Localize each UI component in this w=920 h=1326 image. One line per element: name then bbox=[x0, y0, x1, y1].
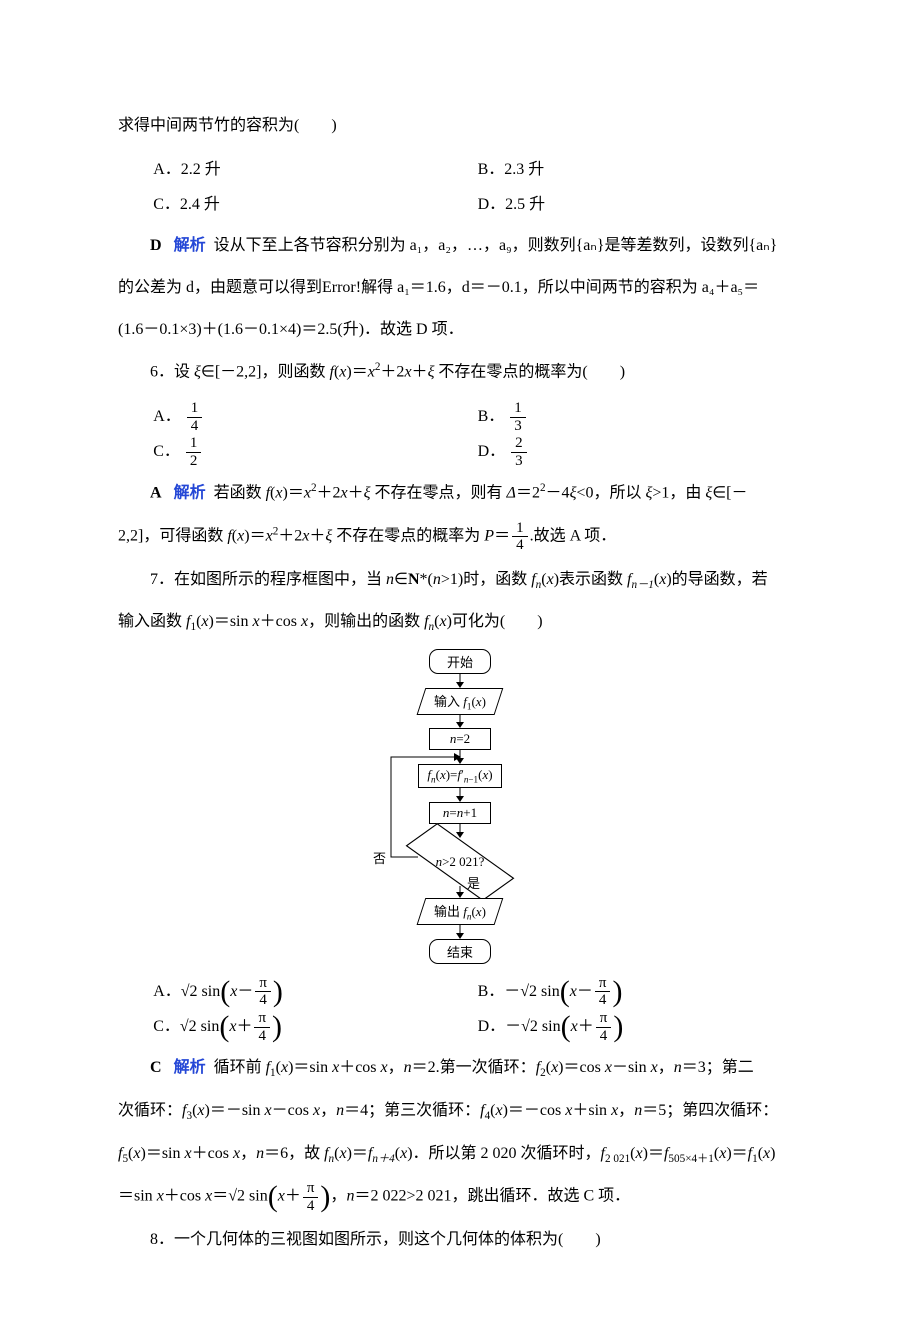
fc-output: 输出 fn(x) bbox=[417, 898, 504, 925]
choice-label: D． bbox=[478, 443, 506, 460]
q5-analysis-line1: D 解析 设从下至上各节容积分别为 a₁，a₂，…，a₉，则数列{aₙ}是等差数… bbox=[118, 230, 802, 262]
frac-num: 1 bbox=[187, 400, 203, 418]
q7-analysis-line2: 次循环：f3(x)＝－sin x－cos x，n＝4；第三次循环：f4(x)＝－… bbox=[118, 1095, 802, 1128]
frac-den: 4 bbox=[512, 537, 528, 554]
q5-choice-d: D．2.5 升 bbox=[478, 187, 802, 222]
q6-stem: 6．设 ξ∈[－2,2]，则函数 f(x)＝x2＋2x＋ξ 不存在零点的概率为(… bbox=[118, 356, 802, 388]
q7-choice-a: A．√2 sin(x－π4) bbox=[153, 974, 477, 1009]
q7-choice-b: B．－√2 sin(x－π4) bbox=[478, 974, 802, 1009]
q5-choice-a: A．2.2 升 bbox=[153, 152, 477, 187]
q5-choices: A．2.2 升 B．2.3 升 C．2.4 升 D．2.5 升 bbox=[118, 152, 802, 222]
fraction: 14 bbox=[512, 520, 528, 554]
choice-label: B． bbox=[478, 408, 505, 425]
q5-answer: D bbox=[150, 237, 162, 254]
frac-den: 2 bbox=[186, 453, 202, 470]
q7-flowchart: 开始 输入 f1(x) n=2 fn(x)=f′n−1(x) n=n+1 n>2… bbox=[375, 649, 545, 964]
q7-answer: C bbox=[150, 1059, 162, 1076]
frac-den: 3 bbox=[511, 453, 527, 470]
analysis-label: 解析 bbox=[174, 1059, 206, 1076]
frac-num: 1 bbox=[510, 400, 526, 418]
q6-choices: A． 1 4 B． 1 3 C． 1 2 D． 2 3 bbox=[118, 399, 802, 470]
fc-no-label: 否 bbox=[373, 848, 386, 867]
q5-analysis-a: 设从下至上各节容积分别为 a₁，a₂，…，a₉，则数列{aₙ}是等差数列，设数列… bbox=[214, 237, 778, 254]
text: .故选 A 项． bbox=[530, 527, 617, 544]
q5-choice-c: C．2.4 升 bbox=[153, 187, 477, 222]
frac-num: 2 bbox=[511, 435, 527, 453]
fc-deriv: fn(x)=f′n−1(x) bbox=[418, 764, 501, 788]
frac-den: 3 bbox=[510, 418, 526, 435]
fc-inc: n=n+1 bbox=[429, 802, 491, 824]
fc-yes-label: 是 bbox=[467, 873, 480, 892]
fc-start: 开始 bbox=[429, 649, 491, 674]
fc-end: 结束 bbox=[429, 939, 491, 964]
q7-choice-c: C．√2 sin(x＋π4) bbox=[153, 1009, 477, 1044]
q7-analysis-line1: C 解析 循环前 f1(x)＝sin x＋cos x，n＝2.第一次循环：f2(… bbox=[118, 1052, 802, 1085]
choice-label: A． bbox=[153, 408, 181, 425]
q8-stem: 8．一个几何体的三视图如图所示，则这个几何体的体积为( ) bbox=[118, 1224, 802, 1256]
q5-pretext: 求得中间两节竹的容积为( ) bbox=[118, 110, 802, 142]
q7-choice-d: D．－√2 sin(x＋π4) bbox=[478, 1009, 802, 1044]
frac-den: 4 bbox=[187, 418, 203, 435]
page: 求得中间两节竹的容积为( ) A．2.2 升 B．2.3 升 C．2.4 升 D… bbox=[0, 0, 920, 1326]
choice-label: C． bbox=[153, 443, 180, 460]
q6-analysis-line1: A 解析 若函数 f(x)＝x2＋2x＋ξ 不存在零点，则有 Δ＝22－4ξ<0… bbox=[118, 477, 802, 509]
fc-decision: n>2 021? 否 是 bbox=[375, 838, 545, 886]
q5-choice-b: B．2.3 升 bbox=[478, 152, 802, 187]
q5-analysis-line3: (1.6－0.1×3)＋(1.6－0.1×4)＝2.5(升)．故选 D 项． bbox=[118, 314, 802, 346]
q6-analysis-line2: 2,2]，可得函数 f(x)＝x2＋2x＋ξ 不存在零点的概率为 P＝14.故选… bbox=[118, 520, 802, 554]
q5-analysis-line2: 的公差为 d，由题意可以得到Error!解得 a₁＝1.6，d＝－0.1，所以中… bbox=[118, 272, 802, 304]
frac-num: 1 bbox=[512, 520, 528, 538]
q7-choices: A．√2 sin(x－π4) B．－√2 sin(x－π4) C．√2 sin(… bbox=[118, 974, 802, 1045]
q7-analysis-line4: ＝sin x＋cos x＝√2 sin(x＋π4)，n＝2 022>2 021，… bbox=[118, 1180, 802, 1214]
frac-num: 1 bbox=[186, 435, 202, 453]
q6-answer: A bbox=[150, 485, 162, 502]
fc-assign: n=2 bbox=[429, 728, 491, 750]
analysis-label: 解析 bbox=[174, 237, 206, 254]
analysis-label: 解析 bbox=[174, 485, 206, 502]
fraction: 1 4 bbox=[187, 400, 203, 434]
q7-stem-line1: 7．在如图所示的程序框图中，当 n∈N*(n>1)时，函数 fn(x)表示函数 … bbox=[118, 564, 802, 597]
q6-choice-b: B． 1 3 bbox=[478, 399, 802, 434]
q7-analysis-line3: f5(x)＝sin x＋cos x，n＝6，故 fn(x)＝fn＋4(x)．所以… bbox=[118, 1138, 802, 1171]
fraction: 1 2 bbox=[186, 435, 202, 469]
fraction: 1 3 bbox=[510, 400, 526, 434]
q7-stem-line2: 输入函数 f1(x)＝sin x＋cos x，则输出的函数 fn(x)可化为( … bbox=[118, 606, 802, 639]
fraction: 2 3 bbox=[511, 435, 527, 469]
q6-choice-a: A． 1 4 bbox=[153, 399, 477, 434]
q6-choice-c: C． 1 2 bbox=[153, 434, 477, 469]
fc-input: 输入 f1(x) bbox=[417, 688, 504, 715]
q6-choice-d: D． 2 3 bbox=[478, 434, 802, 469]
